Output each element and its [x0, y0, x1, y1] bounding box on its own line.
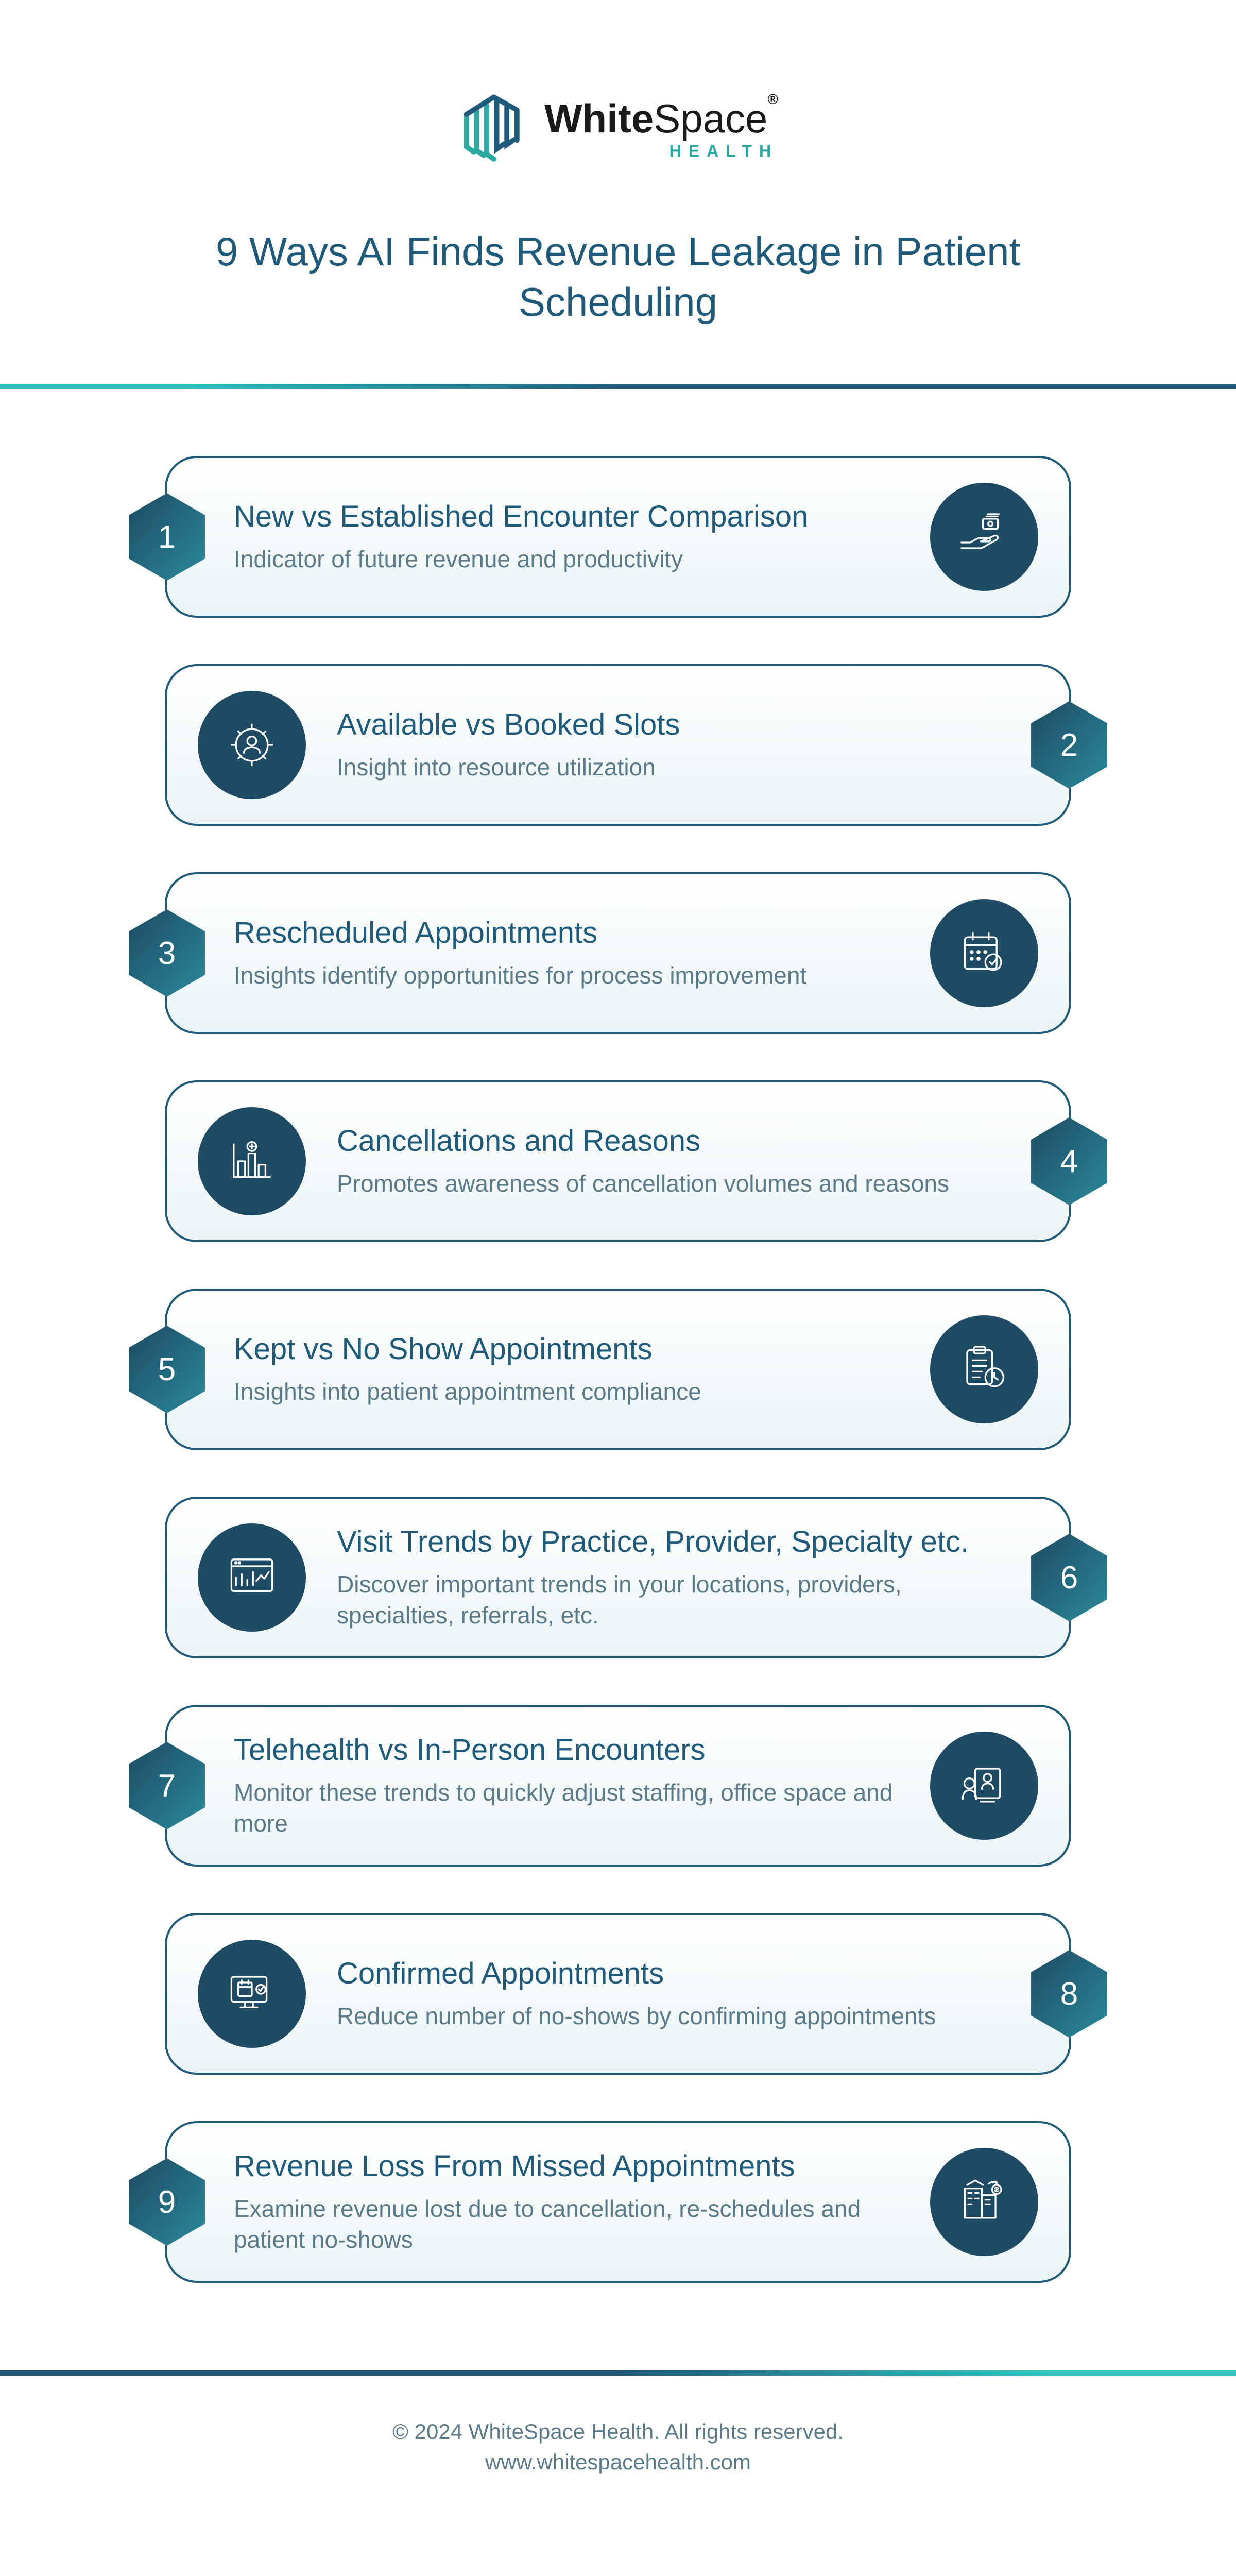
cards-list: 1New vs Established Encounter Comparison… [165, 456, 1071, 2283]
hand-money-icon [930, 483, 1038, 591]
card-description: Discover important trends in your locati… [337, 1569, 1002, 1631]
card-text: New vs Established Encounter Comparison I… [234, 499, 899, 574]
card-8: 8Confirmed AppointmentsReduce number of … [165, 1913, 1071, 2075]
card-title: Revenue Loss From Missed Appointments [234, 2148, 899, 2184]
logo-mark-icon [458, 93, 530, 165]
monitor-calendar-icon [198, 1940, 306, 2048]
card-text: Kept vs No Show Appointments Insights int… [234, 1331, 899, 1407]
building-money-icon [930, 2148, 1038, 2256]
top-divider [0, 384, 1236, 389]
page: WhiteSpace® HEALTH 9 Ways AI Finds Reven… [0, 0, 1236, 2570]
card-5: 5Kept vs No Show AppointmentsInsights in… [165, 1289, 1071, 1450]
card-title: Kept vs No Show Appointments [234, 1331, 899, 1367]
number-label: 4 [1060, 1143, 1078, 1180]
logo-brand-sub: HEALTH [544, 143, 778, 159]
card-description: Examine revenue lost due to cancellation… [234, 2194, 899, 2256]
card-text: Revenue Loss From Missed Appointments Exa… [234, 2148, 899, 2255]
page-title: 9 Ways AI Finds Revenue Leakage in Patie… [180, 227, 1056, 327]
footer: © 2024 WhiteSpace Health. All rights res… [0, 2417, 1236, 2570]
card-description: Indicator of future revenue and producti… [234, 544, 899, 575]
card-description: Insights identify opportunities for proc… [234, 960, 899, 991]
card-text: Cancellations and Reasons Promotes awaren… [337, 1123, 1002, 1199]
card-9: 9Revenue Loss From Missed AppointmentsEx… [165, 2121, 1071, 2283]
number-label: 1 [158, 519, 176, 555]
logo-text: WhiteSpace® HEALTH [544, 98, 778, 159]
number-badge: 4 [1031, 1117, 1107, 1205]
card-title: Telehealth vs In-Person Encounters [234, 1732, 899, 1768]
card-inner: Confirmed Appointments Reduce number of n… [167, 1915, 1069, 2073]
card-title: Visit Trends by Practice, Provider, Spec… [337, 1524, 1002, 1560]
number-badge: 5 [129, 1326, 205, 1413]
card-description: Reduce number of no-shows by confirming … [337, 2001, 1002, 2032]
card-description: Insight into resource utilization [337, 752, 1002, 783]
card-text: Telehealth vs In-Person Encounters Monito… [234, 1732, 899, 1839]
telehealth-icon [930, 1732, 1038, 1840]
card-6: 6Visit Trends by Practice, Provider, Spe… [165, 1497, 1071, 1658]
card-inner: Rescheduled Appointments Insights identif… [167, 874, 1069, 1032]
logo: WhiteSpace® HEALTH [0, 93, 1236, 165]
card-description: Monitor these trends to quickly adjust s… [234, 1777, 899, 1839]
card-title: Rescheduled Appointments [234, 915, 899, 951]
card-title: Cancellations and Reasons [337, 1123, 1002, 1159]
number-badge: 1 [129, 493, 205, 581]
number-label: 7 [158, 1768, 176, 1804]
card-inner: Cancellations and Reasons Promotes awaren… [167, 1082, 1069, 1240]
card-4: 4Cancellations and ReasonsPromotes aware… [165, 1080, 1071, 1242]
number-label: 9 [158, 2184, 176, 2221]
number-badge: 7 [129, 1742, 205, 1829]
footer-copyright: © 2024 WhiteSpace Health. All rights res… [0, 2417, 1236, 2447]
card-description: Promotes awareness of cancellation volum… [337, 1168, 1002, 1199]
card-2: 2Available vs Booked SlotsInsight into r… [165, 664, 1071, 826]
number-badge: 3 [129, 909, 205, 997]
number-badge: 8 [1031, 1950, 1107, 2038]
card-title: Available vs Booked Slots [337, 707, 1002, 743]
card-inner: Telehealth vs In-Person Encounters Monito… [167, 1707, 1069, 1865]
card-7: 7Telehealth vs In-Person EncountersMonit… [165, 1705, 1071, 1867]
gear-person-icon [198, 691, 306, 799]
calendar-check-icon [930, 899, 1038, 1007]
number-badge: 2 [1031, 701, 1107, 789]
logo-brand-name: WhiteSpace® [544, 98, 778, 139]
card-description: Insights into patient appointment compli… [234, 1377, 899, 1408]
number-label: 3 [158, 935, 176, 972]
card-text: Visit Trends by Practice, Provider, Spec… [337, 1524, 1002, 1631]
card-title: New vs Established Encounter Comparison [234, 499, 899, 535]
card-inner: New vs Established Encounter Comparison I… [167, 458, 1069, 616]
footer-url: www.whitespacehealth.com [0, 2447, 1236, 2478]
card-1: 1New vs Established Encounter Comparison… [165, 456, 1071, 618]
number-label: 2 [1060, 727, 1078, 764]
number-label: 5 [158, 1351, 176, 1388]
card-inner: Revenue Loss From Missed Appointments Exa… [167, 2123, 1069, 2281]
card-title: Confirmed Appointments [337, 1956, 1002, 1992]
dashboard-chart-icon [198, 1523, 306, 1632]
card-inner: Available vs Booked Slots Insight into re… [167, 666, 1069, 824]
number-label: 6 [1060, 1560, 1078, 1596]
card-inner: Visit Trends by Practice, Provider, Spec… [167, 1499, 1069, 1656]
card-text: Rescheduled Appointments Insights identif… [234, 915, 899, 991]
bottom-divider [0, 2370, 1236, 2376]
card-inner: Kept vs No Show Appointments Insights int… [167, 1291, 1069, 1448]
card-3: 3Rescheduled AppointmentsInsights identi… [165, 872, 1071, 1034]
bar-chart-icon [198, 1107, 306, 1215]
number-badge: 6 [1031, 1534, 1107, 1621]
number-label: 8 [1060, 1976, 1078, 2012]
card-text: Confirmed Appointments Reduce number of n… [337, 1956, 1002, 2031]
number-badge: 9 [129, 2158, 205, 2246]
card-text: Available vs Booked Slots Insight into re… [337, 707, 1002, 783]
clipboard-clock-icon [930, 1315, 1038, 1423]
